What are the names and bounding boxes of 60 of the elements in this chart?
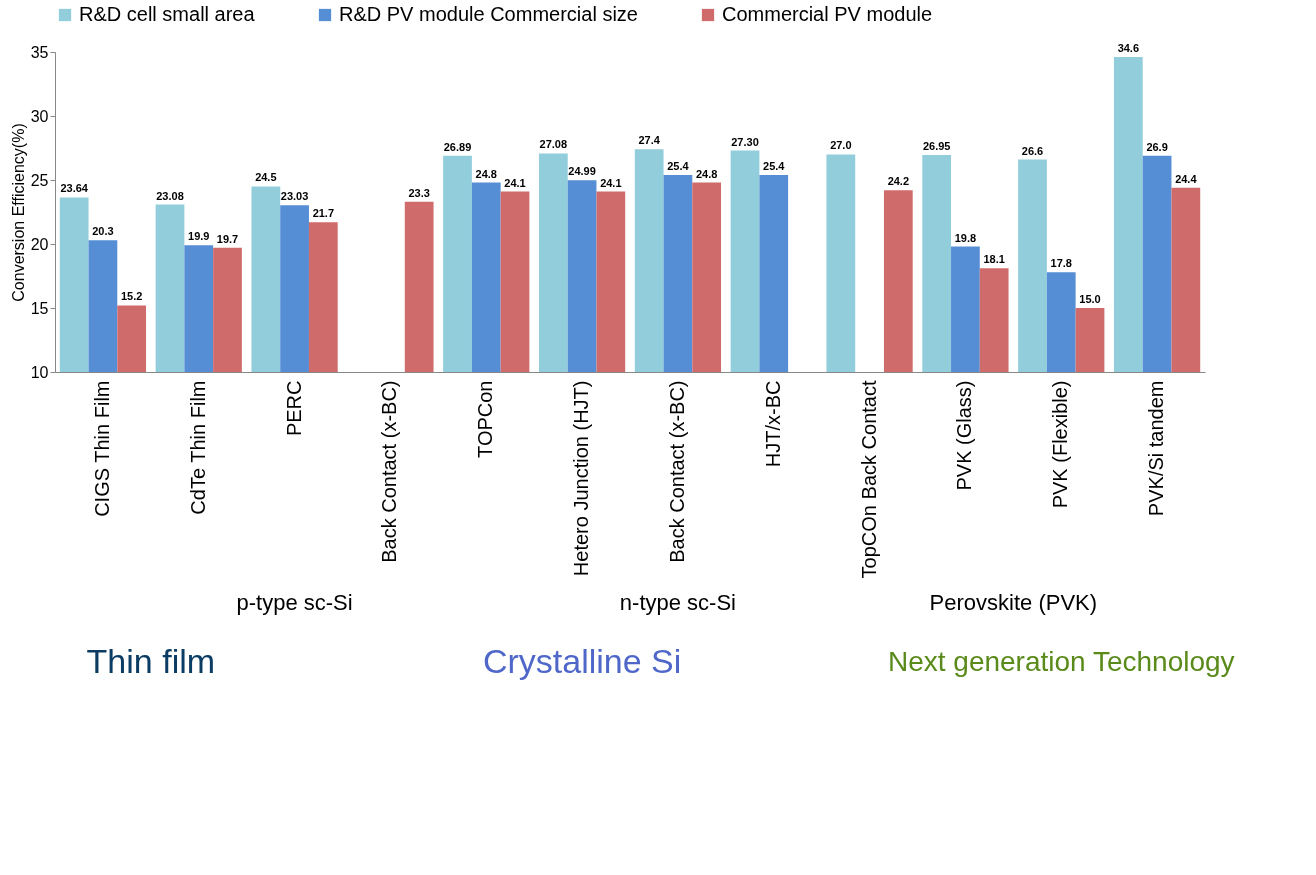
y-axis-title: Conversion Efficiency(%): [9, 123, 27, 302]
data-label: 24.1: [504, 176, 526, 189]
y-tick-label: 15: [30, 299, 49, 317]
y-tick-label: 20: [30, 235, 49, 253]
legend-label: Commercial PV module: [722, 3, 933, 25]
data-label: 24.8: [695, 167, 718, 180]
y-tick-label: 10: [30, 363, 49, 381]
legend-label: R&D PV module Commercial size: [339, 3, 638, 25]
text: Next generation Technology: [887, 646, 1235, 677]
data-label: 19.8: [954, 231, 977, 244]
data-label: 24.8: [475, 167, 497, 180]
data-label: 23.08: [156, 189, 184, 202]
x-tick-label: HJT/x-BC: [761, 380, 784, 468]
text: p-type sc-Si: [236, 590, 353, 615]
data-label: 26.95: [922, 140, 951, 153]
data-label: 25.4: [763, 159, 786, 172]
data-label: 26.6: [1021, 144, 1044, 157]
data-label: 25.4: [667, 159, 690, 172]
x-tick-label: PERC: [282, 380, 305, 437]
x-tick-label: Back Contact (x-BC): [378, 380, 401, 563]
data-label: 27.0: [830, 139, 852, 152]
y-tick-label: 25: [30, 171, 49, 189]
data-label: 18.1: [983, 253, 1005, 266]
data-label: 23.64: [60, 182, 89, 195]
data-label: 17.8: [1050, 257, 1072, 270]
x-tick-label: PVK/Si tandem: [1145, 380, 1168, 517]
data-label: 26.9: [1146, 140, 1168, 153]
data-label: 27.08: [539, 138, 568, 151]
x-tick-label: PVK (Flexible): [1049, 380, 1072, 509]
data-label: 24.2: [887, 175, 910, 188]
x-tick-label: Back Contact (x-BC): [665, 380, 688, 563]
data-label: 15.0: [1079, 293, 1101, 305]
x-tick-label: Hetero Junction (HJT): [570, 380, 593, 577]
x-tick-label: CIGS Thin Film: [90, 380, 113, 517]
data-label: 19.7: [216, 232, 239, 245]
data-label: 26.89: [443, 140, 472, 153]
text: Thin film: [86, 642, 216, 680]
data-label: 24.5: [255, 171, 277, 184]
data-label: 23.3: [408, 186, 430, 199]
data-label: 20.3: [92, 225, 114, 238]
data-label: 24.4: [1175, 172, 1198, 185]
legend-label: R&D cell small area: [79, 3, 256, 25]
data-label: 27.4: [638, 134, 661, 147]
text: Perovskite (PVK): [929, 590, 1098, 615]
data-label: 19.9: [188, 230, 210, 243]
y-tick-label: 30: [30, 107, 49, 125]
data-label: 24.99: [568, 165, 596, 178]
data-label: 34.6: [1117, 42, 1140, 55]
x-tick-label: CdTe Thin Film: [186, 380, 209, 515]
data-label: 21.7: [312, 207, 335, 220]
data-label: 24.1: [600, 176, 622, 189]
x-tick-label: TOPCon: [474, 380, 497, 458]
y-tick-label: 35: [30, 43, 49, 61]
data-label: 15.2: [120, 290, 143, 303]
data-label: 27.30: [731, 135, 759, 148]
x-tick-label: TopCOn Back Contact: [857, 380, 880, 579]
text: n-type sc-Si: [619, 590, 736, 615]
x-tick-label: PVK (Glass): [953, 380, 976, 491]
data-label: 23.03: [280, 190, 309, 203]
text: Crystalline Si: [482, 642, 682, 680]
